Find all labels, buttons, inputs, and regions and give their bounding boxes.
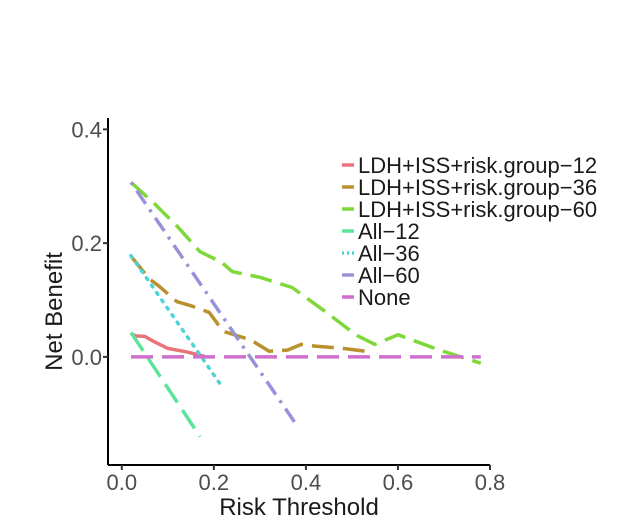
legend-label-1: LDH+ISS+risk.group−36 [358, 175, 597, 200]
x-axis-title: Risk Threshold [219, 494, 379, 521]
series-line-2 [129, 181, 482, 365]
x-tick-label: 0.4 [291, 470, 322, 495]
series-line-1 [129, 255, 371, 354]
x-tick-label: 0.0 [107, 470, 138, 495]
x-tick-label: 0.8 [475, 470, 506, 495]
legend: LDH+ISS+risk.group−12LDH+ISS+risk.group−… [342, 153, 597, 310]
legend-label-3: All−12 [358, 219, 420, 244]
legend-label-2: LDH+ISS+risk.group−60 [358, 197, 597, 222]
series-line-5 [129, 181, 299, 427]
plot-marks [129, 181, 482, 438]
series-line-4 [129, 253, 225, 390]
series-line-3 [129, 331, 202, 438]
y-tick-label: 0.4 [71, 117, 102, 142]
series-line-0 [130, 332, 206, 359]
x-tick-label: 0.2 [199, 470, 230, 495]
legend-label-0: LDH+ISS+risk.group−12 [358, 153, 597, 178]
legend-label-6: None [358, 285, 411, 310]
y-axis-title: Net Benefit [41, 252, 68, 371]
y-tick-label: 0.2 [71, 231, 102, 256]
y-tick-label: 0.0 [71, 345, 102, 370]
axis-ticks: 0.0 0.2 0.4 0.6 0.8 0.0 0.2 0.4 [71, 117, 505, 495]
x-tick-label: 0.6 [383, 470, 414, 495]
legend-label-4: All−36 [358, 241, 420, 266]
legend-label-5: All−60 [358, 263, 420, 288]
